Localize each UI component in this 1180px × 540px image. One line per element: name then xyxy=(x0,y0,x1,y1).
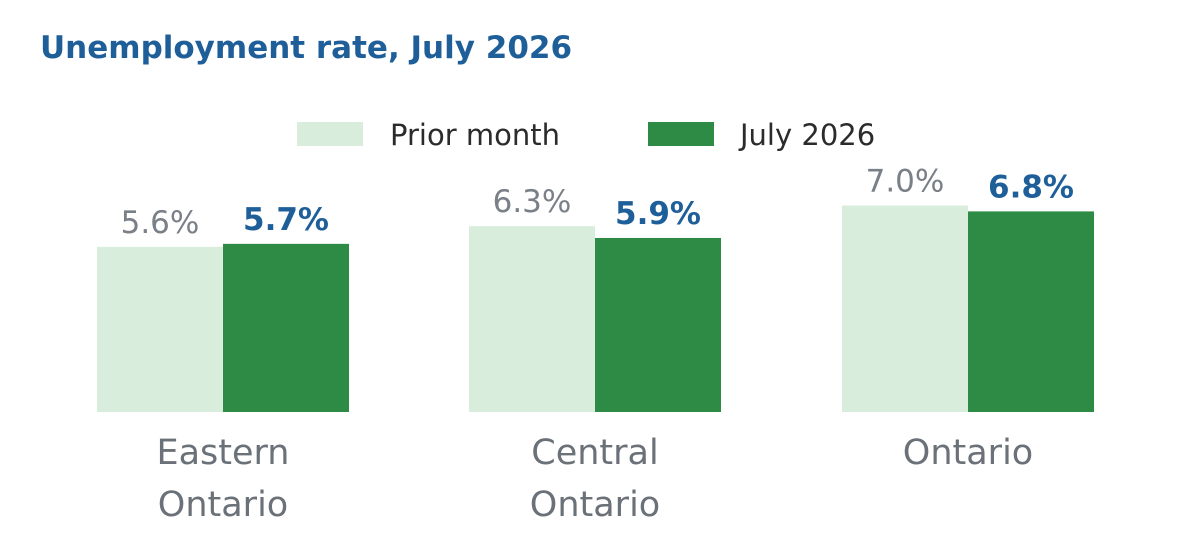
chart-title: Unemployment rate, July 2026 xyxy=(40,30,572,66)
value-label-ontario-july-2026: 6.8% xyxy=(988,169,1074,205)
legend-label-july-2026: July 2026 xyxy=(738,118,875,152)
category-label-ontario-line-1: Ontario xyxy=(903,433,1033,473)
category-label-central-ontario-line-1: Central xyxy=(531,433,658,473)
bar-eastern-ontario-july-2026 xyxy=(223,243,349,412)
bar-central-ontario-prior-month xyxy=(469,226,595,412)
value-label-ontario-prior-month: 7.0% xyxy=(866,164,945,200)
bars xyxy=(97,205,1094,412)
legend-swatch-prior-month xyxy=(297,122,363,146)
category-label-eastern-ontario-line-2: Ontario xyxy=(158,485,288,525)
value-label-central-ontario-prior-month: 6.3% xyxy=(493,184,572,220)
legend-swatch-july-2026 xyxy=(648,122,714,146)
legend-label-prior-month: Prior month xyxy=(390,118,560,152)
category-labels: Eastern Ontario Central Ontario Ontario xyxy=(156,433,1033,525)
bar-ontario-july-2026 xyxy=(968,211,1094,412)
value-label-central-ontario-july-2026: 5.9% xyxy=(615,196,701,232)
bar-central-ontario-july-2026 xyxy=(595,237,721,412)
legend: Prior month July 2026 xyxy=(297,118,875,152)
value-label-eastern-ontario-july-2026: 5.7% xyxy=(243,202,329,238)
category-label-eastern-ontario-line-1: Eastern xyxy=(156,433,289,473)
value-label-eastern-ontario-prior-month: 5.6% xyxy=(121,205,200,241)
bar-ontario-prior-month xyxy=(842,205,968,412)
category-label-central-ontario-line-2: Ontario xyxy=(530,485,660,525)
value-labels: 5.6% 5.7% 6.3% 5.9% 7.0% 6.8% xyxy=(121,164,1074,241)
bar-eastern-ontario-prior-month xyxy=(97,246,223,412)
